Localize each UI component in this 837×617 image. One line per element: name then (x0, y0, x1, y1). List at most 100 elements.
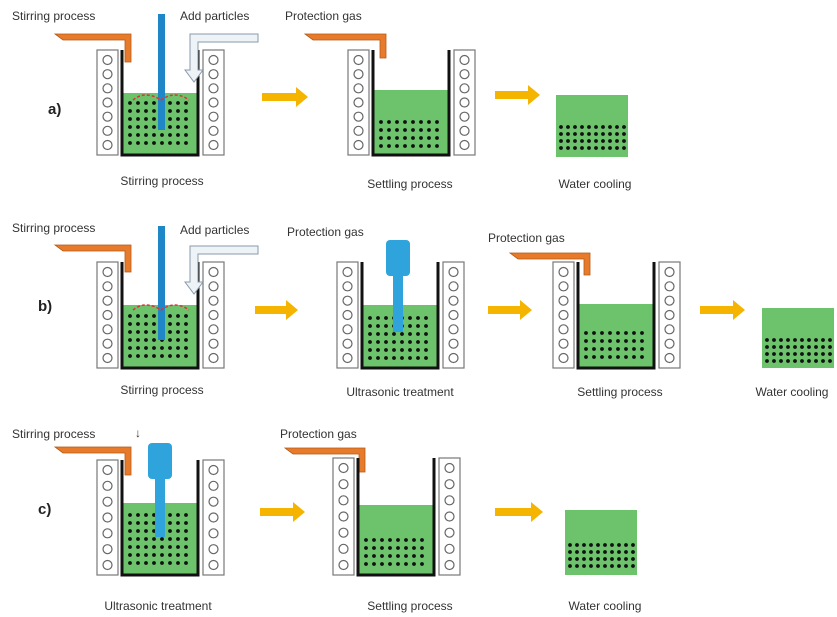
particle (408, 332, 412, 336)
particle (144, 330, 148, 334)
particle (128, 537, 132, 541)
particle (772, 352, 776, 356)
particle (387, 136, 391, 140)
particle (128, 545, 132, 549)
particle (136, 346, 140, 350)
particle (615, 146, 619, 150)
particle (814, 352, 818, 356)
particle (610, 564, 614, 568)
top-label: Protection gas (287, 225, 364, 239)
particle (128, 553, 132, 557)
particle (128, 314, 132, 318)
particle (184, 330, 188, 334)
particle (136, 521, 140, 525)
particle (622, 146, 626, 150)
coil-turn (208, 512, 219, 523)
particle (427, 128, 431, 132)
particle (128, 141, 132, 145)
stirrer-rod (158, 14, 165, 130)
particle (372, 554, 376, 558)
particle (388, 538, 392, 542)
particle (392, 332, 396, 336)
particle (168, 561, 172, 565)
particle (176, 117, 180, 121)
particle (160, 537, 164, 541)
coil-turn (102, 559, 113, 571)
particle (411, 136, 415, 140)
particle (396, 538, 400, 542)
particle (380, 538, 384, 542)
particle (152, 109, 156, 113)
coil-turn (342, 324, 353, 335)
particle (144, 117, 148, 121)
particle (380, 554, 384, 558)
top-label: Add particles (180, 9, 249, 23)
particle (184, 338, 188, 342)
sonotrode-horn (393, 274, 403, 332)
particle (388, 554, 392, 558)
particle (136, 314, 140, 318)
crucible (356, 458, 436, 577)
particle (807, 345, 811, 349)
particle (176, 346, 180, 350)
crucible (576, 262, 656, 370)
particle (408, 316, 412, 320)
top-label: Protection gas (280, 427, 357, 441)
particle (814, 338, 818, 342)
particle (435, 144, 439, 148)
particle (640, 347, 644, 351)
particle (368, 340, 372, 344)
coil-turn (208, 54, 219, 66)
particle (632, 347, 636, 351)
particle (144, 338, 148, 342)
coil-turn (102, 125, 113, 136)
particle (160, 133, 164, 137)
coil-turn (459, 54, 470, 66)
particle (144, 545, 148, 549)
coil-turn (208, 324, 219, 335)
particle (601, 139, 605, 143)
particle (800, 345, 804, 349)
top-label: Stirring process (12, 221, 95, 235)
row-label: a) (48, 101, 61, 118)
particle (404, 554, 408, 558)
coil-turn (102, 54, 113, 66)
row-label: b) (38, 298, 52, 315)
particle (596, 543, 600, 547)
particle (608, 139, 612, 143)
particle (435, 120, 439, 124)
coil-turn (664, 281, 675, 292)
coil-turn (102, 97, 113, 108)
particle (184, 133, 188, 137)
coil-turn (102, 496, 113, 507)
particle (632, 355, 636, 359)
particle (617, 564, 621, 568)
particle (184, 513, 188, 517)
gas-pipe (53, 33, 132, 63)
particle (364, 562, 368, 566)
vortex (132, 94, 190, 101)
coil-turn (558, 324, 569, 335)
coil-turn (102, 281, 113, 292)
particle (587, 125, 591, 129)
particle (400, 332, 404, 336)
particle (152, 133, 156, 137)
particle (152, 338, 156, 342)
particle (176, 537, 180, 541)
particle (592, 355, 596, 359)
particle (622, 125, 626, 129)
particle (573, 139, 577, 143)
particle (184, 101, 188, 105)
particle (608, 125, 612, 129)
coil-turn (558, 281, 569, 292)
particle (388, 546, 392, 550)
particle (368, 348, 372, 352)
particle (608, 146, 612, 150)
coil-turn (664, 324, 675, 335)
particle (403, 136, 407, 140)
particle (640, 331, 644, 335)
particle (786, 352, 790, 356)
particle (176, 338, 180, 342)
gas-pipe (508, 252, 591, 276)
